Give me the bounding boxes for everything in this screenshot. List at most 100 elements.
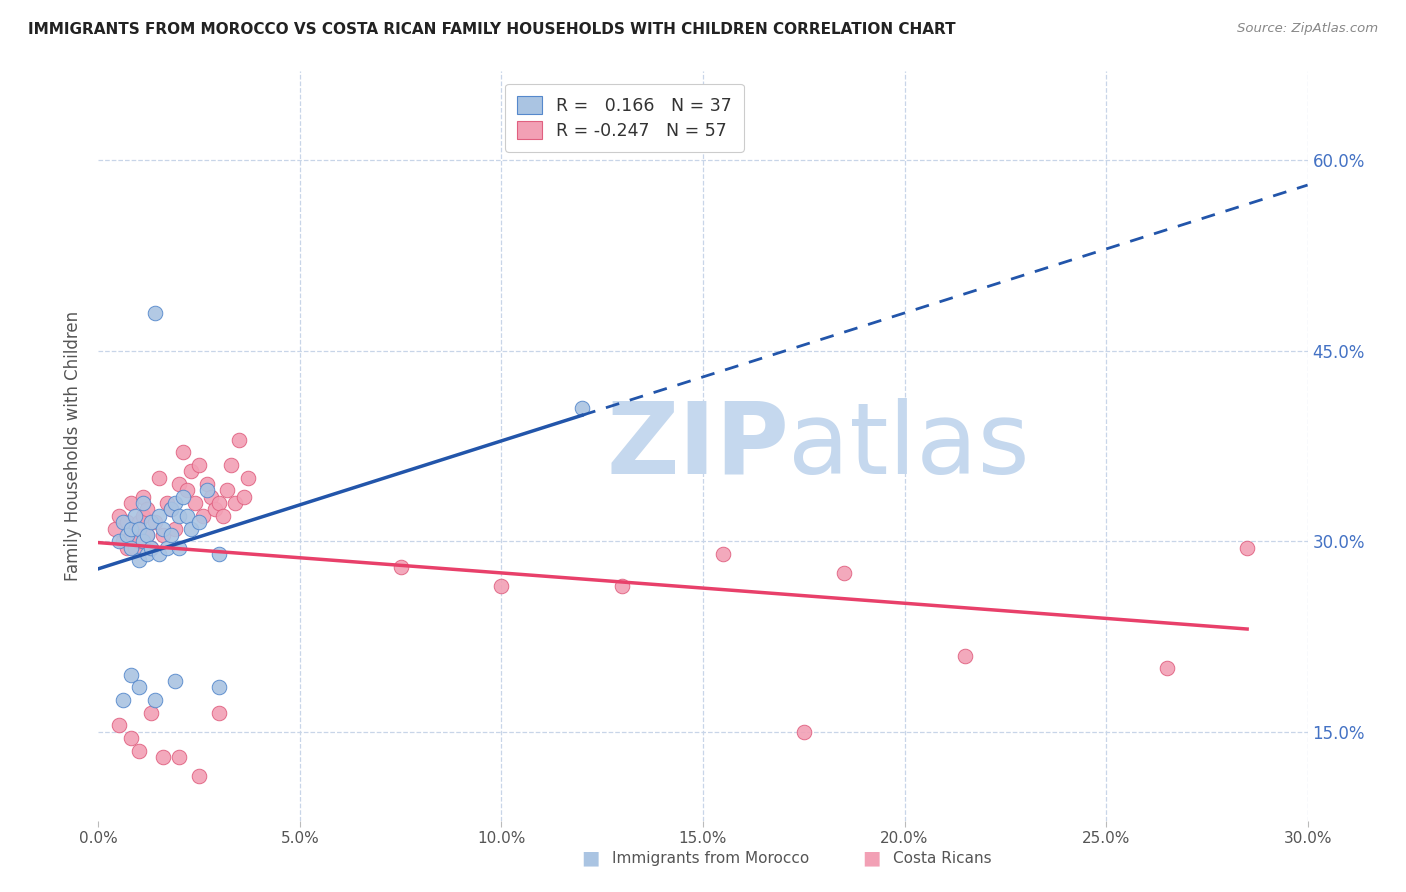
Point — [139, 541, 162, 555]
Point — [188, 515, 211, 529]
Point — [221, 458, 243, 472]
Text: IMMIGRANTS FROM MOROCCO VS COSTA RICAN FAMILY HOUSEHOLDS WITH CHILDREN CORRELATI: IMMIGRANTS FROM MOROCCO VS COSTA RICAN F… — [28, 22, 956, 37]
Point — [217, 483, 239, 498]
Point — [1236, 541, 1258, 555]
Point — [156, 496, 179, 510]
Point — [107, 534, 129, 549]
Point — [208, 496, 231, 510]
Point — [389, 559, 412, 574]
Point — [224, 496, 246, 510]
Point — [711, 547, 734, 561]
Point — [176, 483, 198, 498]
Point — [193, 508, 215, 523]
Point — [120, 667, 142, 681]
Point — [111, 534, 134, 549]
Point — [128, 522, 150, 536]
Point — [172, 490, 194, 504]
Point — [132, 490, 155, 504]
Point — [152, 750, 174, 764]
Point — [107, 718, 129, 732]
Text: Source: ZipAtlas.com: Source: ZipAtlas.com — [1237, 22, 1378, 36]
Point — [180, 464, 202, 478]
Point — [236, 471, 259, 485]
Point — [143, 515, 166, 529]
Point — [1156, 661, 1178, 675]
Text: atlas: atlas — [787, 398, 1029, 494]
Point — [128, 553, 150, 567]
Point — [200, 490, 222, 504]
Point — [132, 508, 155, 523]
Point — [115, 515, 138, 529]
Point — [163, 496, 186, 510]
Point — [180, 522, 202, 536]
Point — [160, 502, 183, 516]
Point — [128, 534, 150, 549]
Point — [176, 508, 198, 523]
Point — [120, 522, 142, 536]
Point — [139, 706, 162, 720]
Point — [148, 508, 170, 523]
Legend: R =   0.166   N = 37, R = -0.247   N = 57: R = 0.166 N = 37, R = -0.247 N = 57 — [505, 84, 744, 152]
Point — [204, 502, 226, 516]
Point — [188, 769, 211, 783]
Point — [120, 731, 142, 745]
Point — [139, 541, 162, 555]
Point — [120, 528, 142, 542]
Text: Immigrants from Morocco: Immigrants from Morocco — [612, 851, 808, 865]
Point — [115, 541, 138, 555]
Point — [491, 579, 513, 593]
Y-axis label: Family Households with Children: Family Households with Children — [65, 311, 83, 581]
Point — [228, 433, 250, 447]
Point — [167, 477, 190, 491]
Point — [160, 502, 183, 516]
Text: ZIP: ZIP — [606, 398, 789, 494]
Point — [103, 522, 125, 536]
Point — [120, 541, 142, 555]
Point — [188, 458, 211, 472]
Text: Costa Ricans: Costa Ricans — [893, 851, 991, 865]
Point — [832, 566, 855, 580]
Point — [132, 496, 155, 510]
Point — [111, 693, 134, 707]
Point — [135, 502, 157, 516]
Point — [152, 522, 174, 536]
Point — [160, 528, 183, 542]
Point — [163, 522, 186, 536]
Point — [135, 528, 157, 542]
Point — [793, 724, 815, 739]
Point — [163, 673, 186, 688]
Point — [156, 541, 179, 555]
Text: ■: ■ — [581, 848, 600, 868]
Point — [167, 750, 190, 764]
Point — [195, 483, 218, 498]
Point — [128, 744, 150, 758]
Point — [152, 528, 174, 542]
Point — [208, 706, 231, 720]
Point — [195, 477, 218, 491]
Point — [612, 579, 634, 593]
Point — [143, 306, 166, 320]
Point — [953, 648, 976, 663]
Point — [148, 471, 170, 485]
Point — [111, 515, 134, 529]
Point — [139, 515, 162, 529]
Text: ■: ■ — [862, 848, 882, 868]
Point — [135, 547, 157, 561]
Point — [124, 508, 146, 523]
Point — [232, 490, 254, 504]
Point — [212, 508, 235, 523]
Point — [107, 508, 129, 523]
Point — [120, 496, 142, 510]
Point — [124, 522, 146, 536]
Point — [135, 528, 157, 542]
Point — [172, 445, 194, 459]
Point — [167, 541, 190, 555]
Point — [184, 496, 207, 510]
Point — [128, 681, 150, 695]
Point — [208, 681, 231, 695]
Point — [148, 547, 170, 561]
Point — [124, 541, 146, 555]
Point — [571, 401, 593, 415]
Point — [208, 547, 231, 561]
Point — [167, 508, 190, 523]
